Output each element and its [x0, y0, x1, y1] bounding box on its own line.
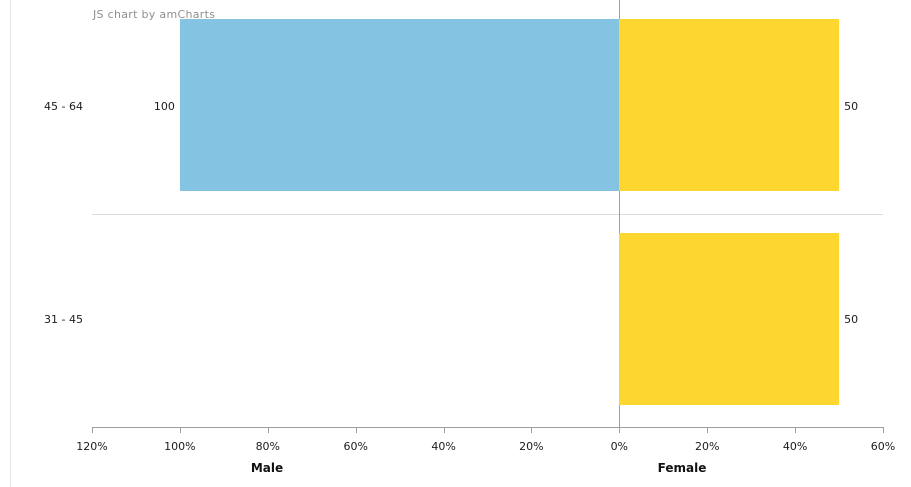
- x-axis-tick: [883, 427, 884, 433]
- x-axis-tick-label: 100%: [164, 440, 196, 453]
- female-bar[interactable]: [619, 19, 839, 191]
- female-value-label: 50: [844, 100, 859, 113]
- x-axis-tick: [179, 427, 181, 433]
- male-value-label: 100: [153, 100, 175, 113]
- female-value-label: 50: [844, 313, 859, 326]
- x-axis-tick: [707, 427, 709, 433]
- x-axis-tick-label: 120%: [76, 440, 108, 453]
- male-bar[interactable]: [179, 19, 620, 191]
- x-axis-tick-label: 80%: [255, 440, 281, 453]
- x-axis-tick-label: 40%: [431, 440, 456, 453]
- x-axis-tick: [92, 427, 93, 433]
- x-axis-title-female: Female: [657, 461, 707, 475]
- x-axis-tick: [355, 427, 357, 433]
- x-axis-tick-label: 20%: [694, 440, 720, 453]
- x-axis-title-male: Male: [250, 461, 284, 475]
- female-bar[interactable]: [619, 233, 839, 405]
- x-axis-tick: [619, 427, 621, 433]
- category-label: 31 - 45: [44, 313, 83, 326]
- x-axis-tick: [443, 427, 445, 433]
- x-axis-tick-label: 0%: [610, 440, 629, 453]
- category-separator-line: [92, 214, 883, 215]
- x-axis-tick: [267, 427, 269, 433]
- x-axis-tick: [795, 427, 797, 433]
- x-axis-tick: [531, 427, 533, 433]
- x-axis-tick-label: 20%: [519, 440, 544, 453]
- x-axis-tick-label: 60%: [343, 440, 368, 453]
- x-axis-line: [92, 427, 883, 428]
- zero-grid-line: [619, 0, 620, 427]
- x-axis-tick-label: 60%: [870, 440, 896, 453]
- category-label: 45 - 64: [44, 100, 83, 113]
- x-axis-tick-label: 40%: [782, 440, 808, 453]
- amcharts-watermark-link[interactable]: JS chart by amCharts: [93, 8, 216, 21]
- page-edge-line: [10, 0, 11, 487]
